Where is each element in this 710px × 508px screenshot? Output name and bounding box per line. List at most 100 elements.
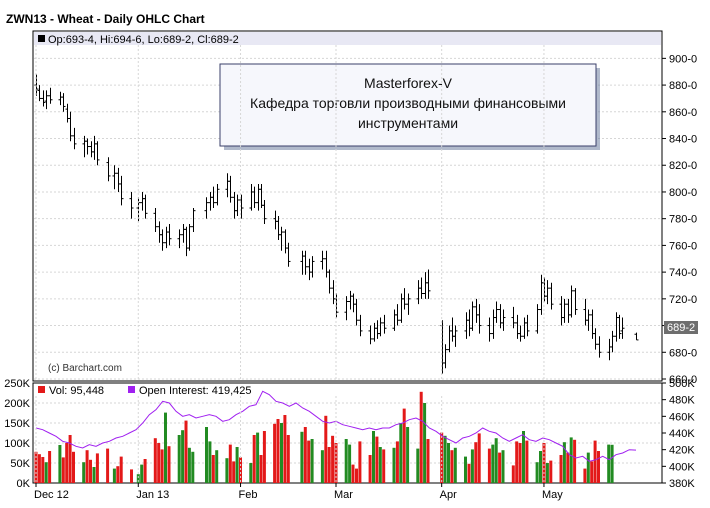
date-tick-label: Dec 12 bbox=[34, 489, 69, 501]
volume-axis-left: 250K 200K 150K 100K 50K 0K bbox=[4, 378, 30, 490]
ohlc-bar bbox=[177, 229, 182, 249]
volume-info-band bbox=[34, 384, 661, 396]
ohlc-bar bbox=[235, 194, 240, 217]
banner-line-2: Кафедра торговли производными финансовым… bbox=[250, 95, 566, 111]
volume-bar bbox=[89, 459, 92, 483]
ohlc-bar bbox=[378, 317, 383, 337]
ohlc-bar bbox=[48, 87, 53, 104]
volume-bar bbox=[358, 441, 362, 483]
volume-legend-icon bbox=[38, 386, 45, 393]
price-tick-label: 860-0 bbox=[669, 107, 697, 119]
volume-bar bbox=[153, 438, 157, 483]
volume-bar bbox=[44, 462, 48, 483]
open-interest-legend-icon bbox=[128, 386, 135, 393]
ohlc-series bbox=[34, 74, 639, 374]
ohlc-bar bbox=[453, 325, 458, 347]
volume-bar bbox=[276, 419, 280, 483]
volume-bar bbox=[61, 457, 65, 483]
volume-tick-label: 50K bbox=[10, 458, 30, 470]
volume-bar bbox=[511, 465, 515, 483]
volume-bar bbox=[348, 444, 352, 483]
volume-bar bbox=[211, 455, 215, 483]
volume-bar bbox=[259, 455, 263, 483]
ohlc-bar bbox=[61, 93, 66, 112]
volume-bar bbox=[542, 443, 546, 483]
volume-bar bbox=[140, 464, 144, 483]
ohlc-bar bbox=[617, 314, 622, 339]
ohlc-bar bbox=[204, 197, 209, 219]
ohlc-bar bbox=[402, 288, 407, 310]
date-tick-label: Apr bbox=[440, 489, 457, 501]
ohlc-bar bbox=[286, 242, 291, 267]
volume-bar bbox=[273, 423, 277, 483]
price-tick-label: 680-0 bbox=[669, 347, 697, 359]
volume-tick-label: 100K bbox=[4, 438, 30, 450]
volume-bar bbox=[368, 455, 372, 483]
volume-bar bbox=[187, 447, 191, 483]
ohlc-bar bbox=[106, 157, 111, 182]
price-tick-label: 800-0 bbox=[669, 187, 697, 199]
volume-bar bbox=[539, 451, 542, 483]
volume-bar bbox=[225, 458, 229, 483]
ohlc-bar bbox=[395, 304, 400, 326]
volume-bar bbox=[208, 441, 212, 483]
ohlc-bar bbox=[153, 207, 158, 233]
open-interest-axis-right: 500K 480K 460K 440K 420K 400K 380K bbox=[662, 378, 695, 490]
ohlc-bar bbox=[406, 293, 411, 315]
volume-bar bbox=[470, 449, 474, 483]
open-interest-tick-label: 440K bbox=[669, 428, 695, 440]
volume-bar bbox=[593, 440, 597, 483]
ohlc-bar bbox=[597, 336, 602, 358]
ohlc-bar bbox=[37, 85, 42, 102]
volume-bar bbox=[191, 451, 195, 483]
volume-bar bbox=[331, 435, 335, 483]
volume-bar bbox=[143, 459, 147, 483]
volume-bar bbox=[402, 408, 406, 483]
volume-bar bbox=[228, 444, 232, 483]
volume-bar bbox=[262, 431, 266, 483]
volume-bar bbox=[92, 467, 96, 483]
ohlc-bar bbox=[320, 250, 325, 270]
volume-bar bbox=[522, 431, 525, 483]
volume-bar bbox=[487, 448, 491, 483]
date-tick-label: May bbox=[542, 489, 563, 501]
ohlc-bar bbox=[279, 226, 284, 251]
open-interest-label: Open Interest: 419,425 bbox=[139, 385, 252, 397]
price-tick-label: 820-0 bbox=[669, 160, 697, 172]
volume-bar bbox=[395, 441, 399, 483]
date-tick-label: Feb bbox=[239, 489, 258, 501]
ohlc-bar bbox=[129, 191, 134, 219]
open-interest-tick-label: 400K bbox=[669, 461, 695, 473]
volume-bar bbox=[610, 444, 614, 483]
volume-bar bbox=[106, 448, 110, 483]
volume-bar bbox=[392, 447, 396, 483]
ohlc-bar bbox=[310, 256, 315, 278]
volume-bar bbox=[399, 423, 403, 483]
ohlc-bar bbox=[85, 138, 90, 155]
ohlc-bar bbox=[545, 280, 550, 305]
volume-bar bbox=[34, 451, 38, 483]
info-band bbox=[34, 32, 661, 45]
price-tick-label: 720-0 bbox=[669, 294, 697, 306]
volume-bar bbox=[130, 469, 133, 483]
volume-bar bbox=[37, 454, 41, 483]
volume-series bbox=[34, 391, 614, 483]
volume-bar bbox=[549, 460, 553, 483]
ohlc-bar bbox=[586, 309, 591, 331]
volume-bar bbox=[464, 456, 467, 483]
volume-bar bbox=[573, 439, 577, 483]
volume-tick-label: 150K bbox=[4, 418, 30, 430]
open-interest-tick-label: 460K bbox=[669, 411, 695, 423]
volume-bar bbox=[355, 468, 358, 483]
volume-bar bbox=[498, 452, 502, 483]
price-tick-label: 840-0 bbox=[669, 134, 697, 146]
volume-bar bbox=[559, 455, 563, 483]
ohlc-bar bbox=[119, 175, 124, 206]
volume-bar bbox=[515, 441, 519, 483]
ohlc-bar bbox=[68, 111, 73, 142]
volume-bar bbox=[607, 444, 611, 483]
volume-bar bbox=[286, 435, 290, 483]
ohlc-bar bbox=[610, 330, 615, 353]
open-interest-tick-label: 480K bbox=[669, 395, 695, 407]
